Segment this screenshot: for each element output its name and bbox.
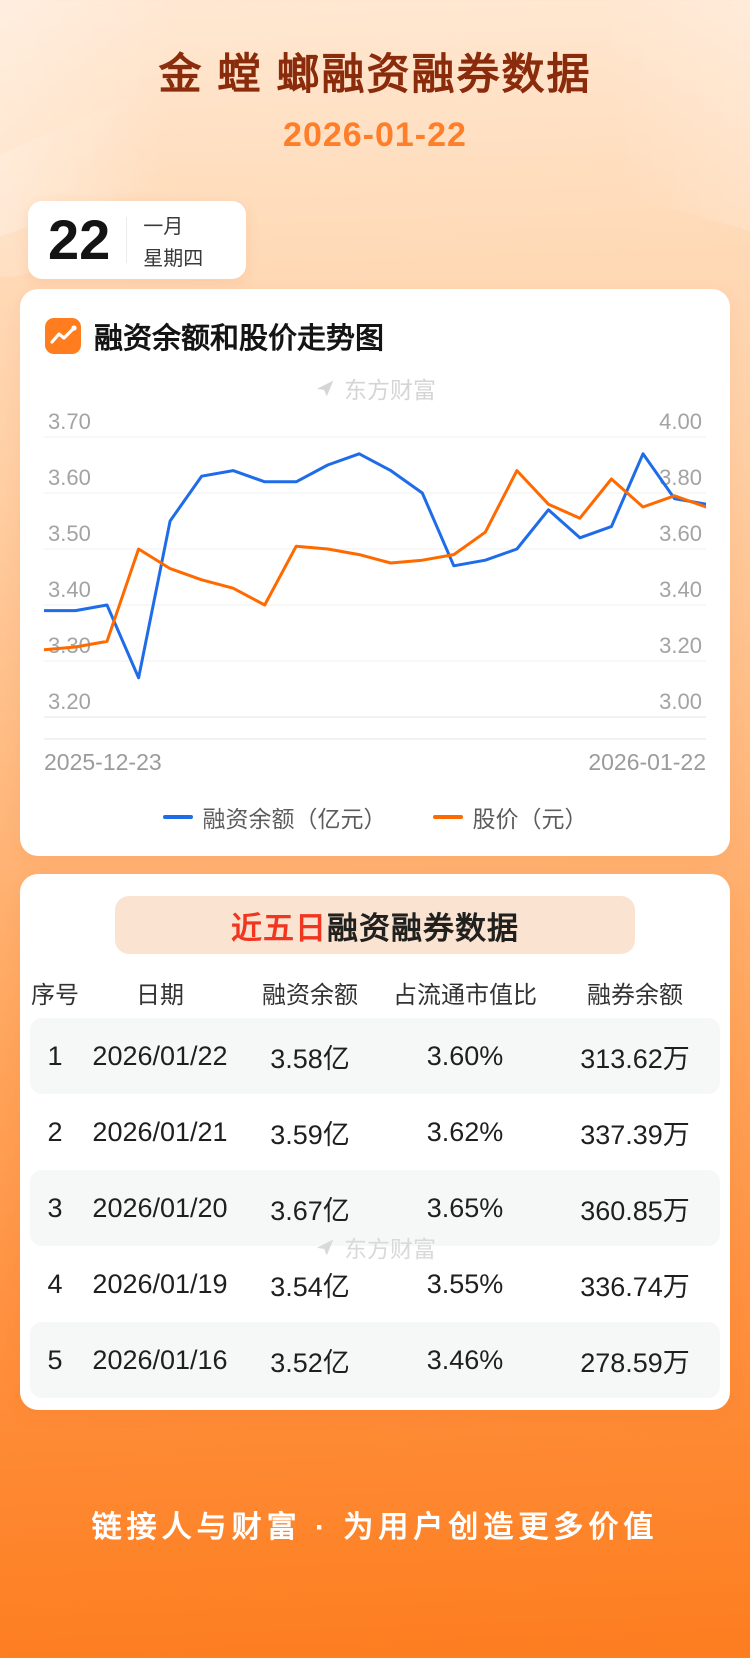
table-cell: 360.85万 (580, 1195, 690, 1226)
x-axis-labels: 2025-12-23 2026-01-22 (44, 749, 706, 776)
table-row: 4 2026/01/19 3.54亿 3.55% 336.74万 (30, 1246, 720, 1322)
footer-slogan: 链接人与财富 · 为用户创造更多价值 (91, 1511, 659, 1544)
table-cell: 337.39万 (580, 1119, 690, 1150)
legend-item-stock-price: 股价（元） (432, 800, 588, 834)
header-cell: 融券余额 (587, 981, 683, 1009)
table-title-rest: 融资融券数据 (327, 910, 519, 946)
svg-text:3.70: 3.70 (48, 409, 91, 434)
month-label: 一月 (143, 215, 184, 238)
table-header: 序号 日期 融资余额 占流通市值比 融券余额 (30, 966, 720, 1018)
svg-text:3.40: 3.40 (659, 577, 702, 602)
x-axis-start-label: 2025-12-23 (44, 749, 162, 775)
x-axis-end-label: 2026-01-22 (588, 749, 706, 775)
legend-label: 股价（元） (472, 806, 588, 832)
table-cell: 3.54亿 (270, 1271, 350, 1302)
header-cell: 占流通市值比 (393, 981, 537, 1009)
svg-text:3.00: 3.00 (659, 689, 702, 714)
table-row: 1 2026/01/22 3.58亿 3.60% 313.62万 (30, 1018, 720, 1094)
table-cell: 3.62% (426, 1116, 504, 1147)
chart-legend: 融资余额（亿元） 股价（元） (44, 800, 706, 834)
table-row: 2 2026/01/21 3.59亿 3.62% 337.39万 (30, 1094, 720, 1170)
legend-swatch-orange (432, 815, 463, 819)
table-cell: 3.55% (426, 1268, 504, 1299)
table-cell: 278.59万 (580, 1347, 690, 1378)
table-cell: 2026/01/22 (92, 1040, 228, 1071)
table-cell: 5 (47, 1344, 63, 1375)
svg-text:3.40: 3.40 (48, 577, 91, 602)
table-cell: 3 (47, 1192, 63, 1223)
header-cell: 融资余额 (262, 981, 358, 1009)
table-cell: 3.65% (426, 1192, 504, 1223)
data-table: 序号 日期 融资余额 占流通市值比 融券余额 1 2026/01/22 3.58亿 3.60%… (30, 966, 720, 1398)
chart-card-title: 融资余额和股价走势图 (94, 323, 385, 355)
table-title-banner: 近五日 融资融券数据 (115, 896, 635, 954)
watermark-text: 东方财富 (344, 377, 436, 403)
chart-card: 融资余额和股价走势图 东方财富 3.70 3.60 3.50 3.40 3.30 3.20… (20, 289, 730, 856)
table-cell: 1 (47, 1040, 63, 1071)
table-row: 5 2026/01/16 3.52亿 3.46% 278.59万 (30, 1322, 720, 1398)
table-cell: 3.46% (426, 1344, 504, 1375)
table-card: 近五日 融资融券数据 序号 日期 融资余额 占流通市值比 融券余额 1 2026/01/2… (20, 874, 730, 1410)
table-cell: 4 (47, 1268, 63, 1299)
table-cell: 2026/01/20 (92, 1192, 228, 1223)
svg-text:3.60: 3.60 (48, 465, 91, 490)
table-cell: 2 (47, 1116, 63, 1147)
table-cell: 3.60% (426, 1040, 504, 1071)
table-cell: 3.59亿 (270, 1119, 350, 1150)
table-row: 3 2026/01/20 3.67亿 3.65% 360.85万 (30, 1170, 720, 1246)
table-cell: 3.58亿 (270, 1043, 350, 1074)
header-cell: 序号 (31, 981, 79, 1009)
page-footer: 链接人与财富 · 为用户创造更多价值 (0, 1502, 750, 1546)
table-title-highlight: 近五日 (231, 910, 327, 946)
table-cell: 336.74万 (580, 1271, 690, 1302)
table-cell: 3.67亿 (270, 1195, 350, 1226)
svg-text:3.20: 3.20 (48, 689, 91, 714)
svg-text:4.00: 4.00 (659, 409, 702, 434)
chart-watermark: 东方财富 (44, 371, 706, 405)
legend-label: 融资余额（亿元） (202, 806, 387, 832)
trend-chart-icon (44, 317, 82, 355)
table-cell: 2026/01/21 (92, 1116, 228, 1147)
table-cell: 2026/01/19 (92, 1268, 228, 1299)
svg-text:3.20: 3.20 (659, 633, 702, 658)
table-body: 1 2026/01/22 3.58亿 3.60% 313.62万 2 2026/01/21 3… (30, 1018, 720, 1398)
legend-swatch-blue (162, 815, 193, 819)
weekday-label: 星期四 (143, 247, 204, 270)
chart-card-header: 融资余额和股价走势图 (44, 315, 706, 357)
table-cell: 3.52亿 (270, 1347, 350, 1378)
day-number: 22 (48, 208, 111, 271)
page-title: 金 螳 螂融资融券数据 (158, 51, 592, 99)
svg-text:3.60: 3.60 (659, 521, 702, 546)
page-date: 2026-01-22 (283, 116, 467, 154)
legend-item-margin-balance: 融资余额（亿元） (162, 800, 387, 834)
svg-text:3.50: 3.50 (48, 521, 91, 546)
table-cell: 313.62万 (580, 1043, 690, 1074)
date-card-divider (126, 217, 128, 263)
date-card: 22 一月 星期四 (28, 201, 246, 279)
trend-chart: 3.703.603.503.403.303.204.003.803.603.40… (44, 409, 706, 740)
header-cell: 日期 (136, 981, 184, 1009)
watermark-logo-icon (316, 380, 334, 397)
table-cell: 2026/01/16 (92, 1344, 228, 1375)
